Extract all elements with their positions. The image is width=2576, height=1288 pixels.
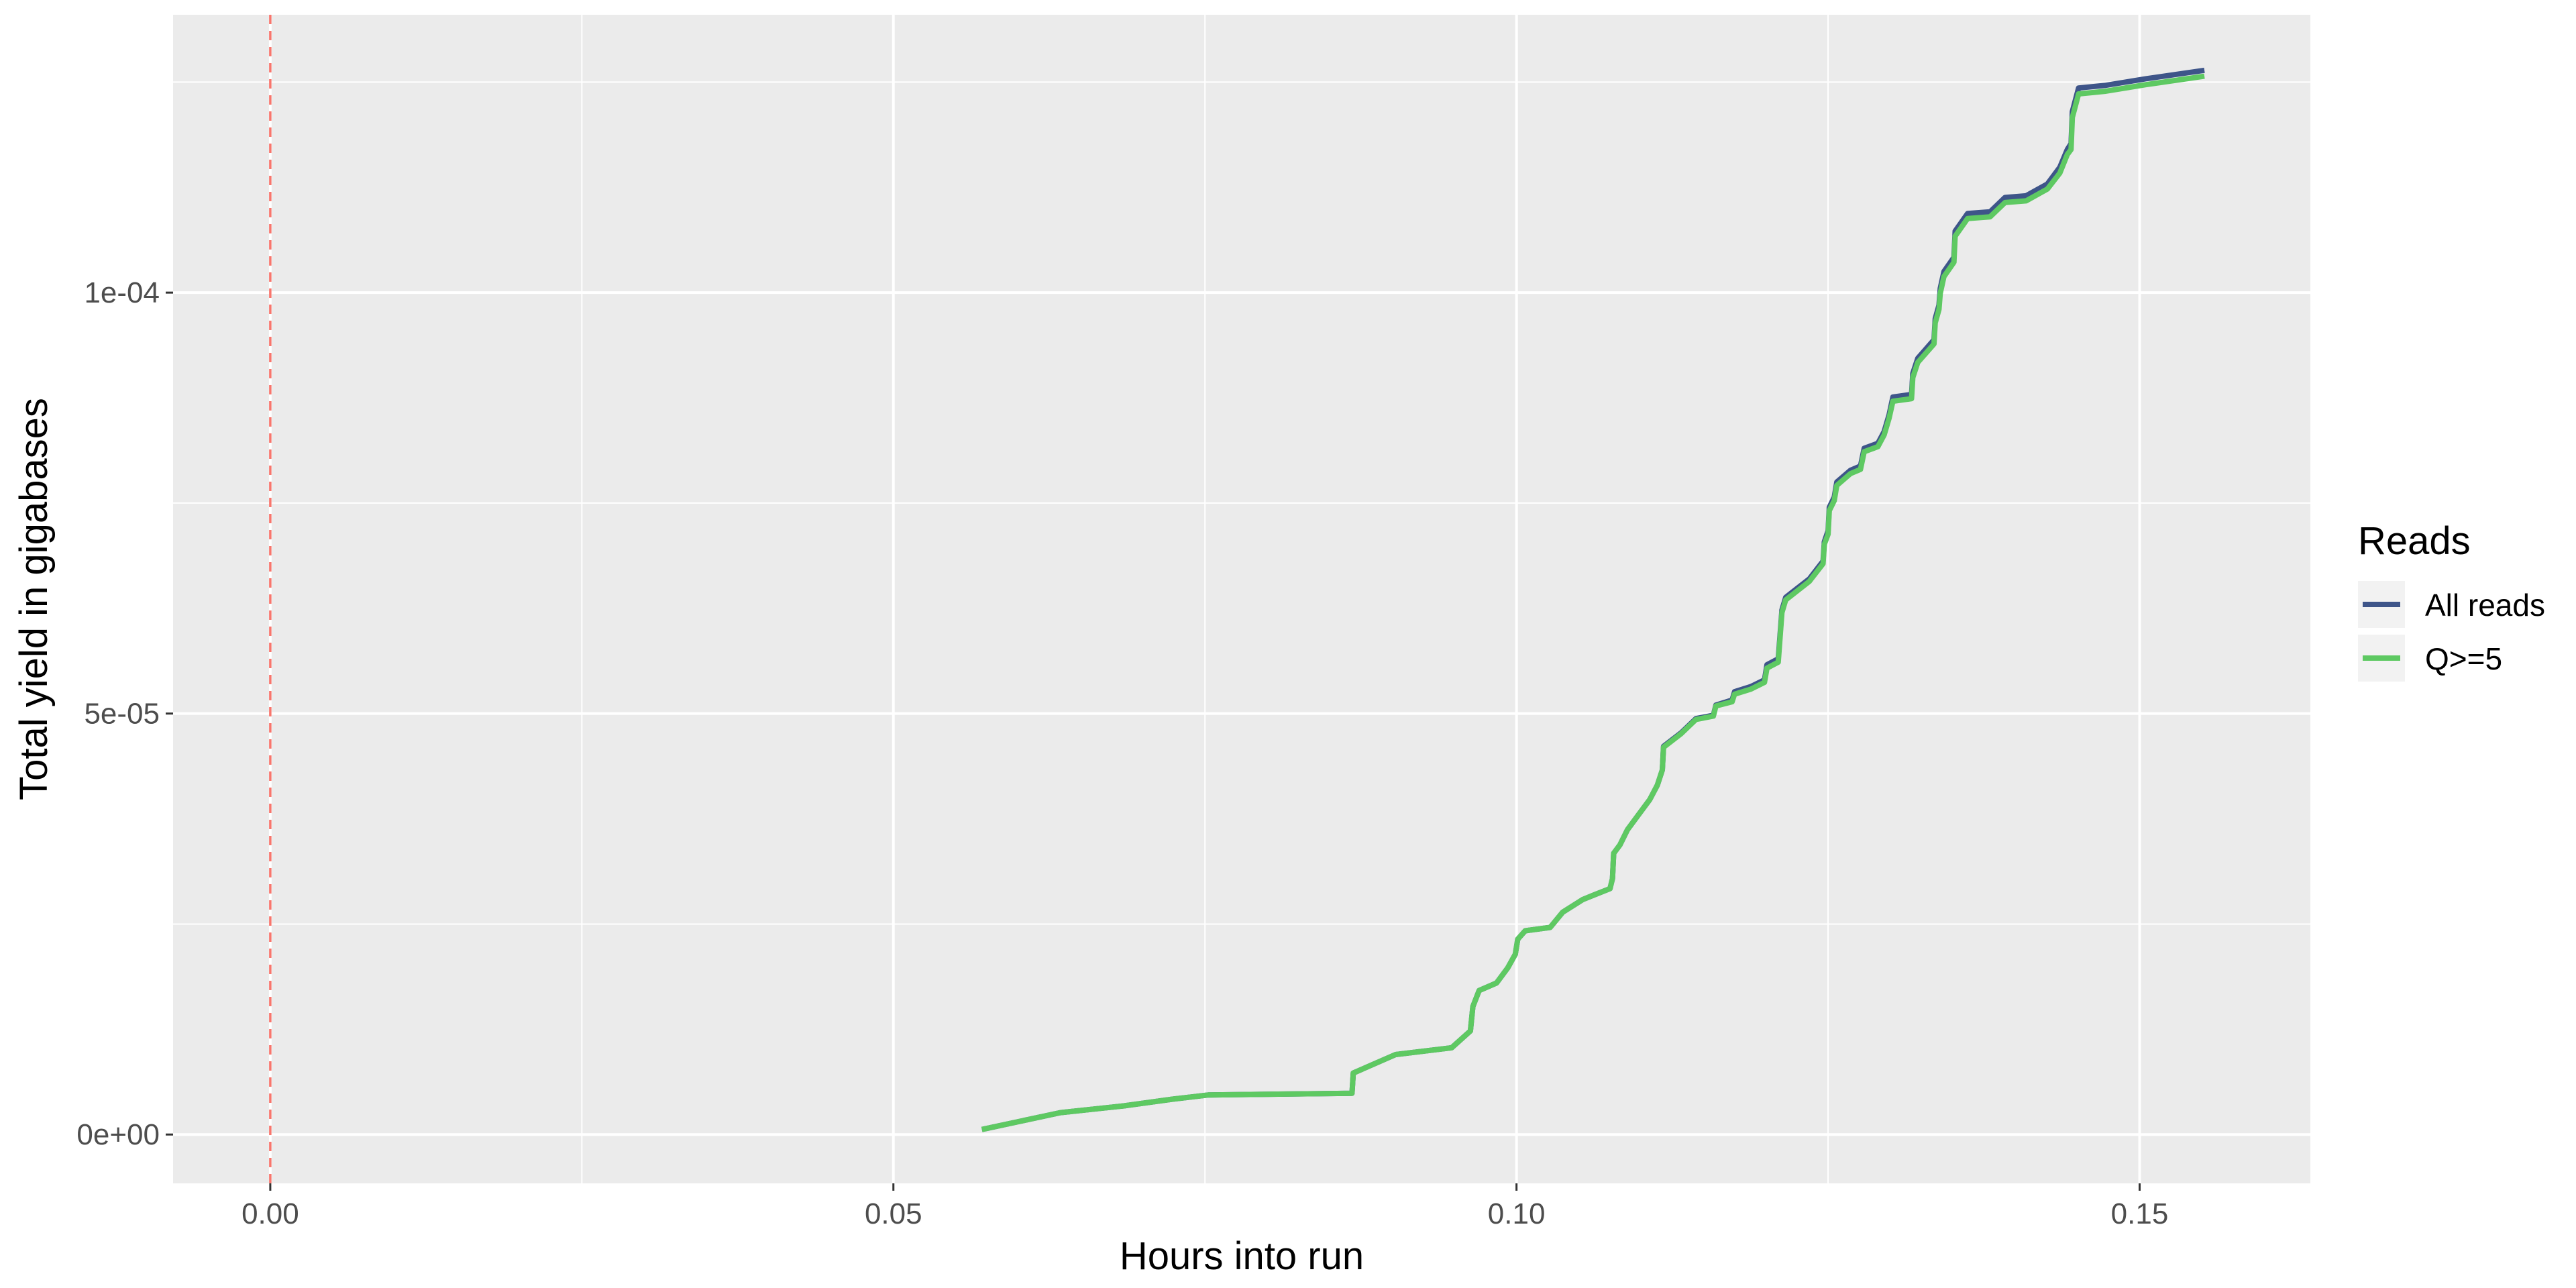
x-tick-label-1: 0.05 [865,1197,922,1230]
y-tick-label-2: 1e-04 [84,276,160,309]
legend-label-q5: Q>=5 [2425,641,2502,676]
legend: Reads All reads Q>=5 [2358,519,2545,682]
series-line-1 [981,73,2205,1132]
y-axis-title: Total yield in gigabases [12,398,56,800]
x-axis-title: Hours into run [1120,1234,1364,1278]
x-tick-label-2: 0.10 [1488,1197,1546,1230]
legend-label-all-reads: All reads [2425,588,2545,623]
x-axis-ticks: 0.00 0.05 0.10 0.15 [241,1183,2168,1230]
series-lines [981,67,2205,1132]
minor-gridlines [173,15,2310,1183]
x-tick-label-0: 0.00 [241,1197,299,1230]
y-tick-label-1: 5e-05 [84,698,160,731]
plot-panel [173,15,2310,1183]
legend-title: Reads [2358,519,2471,563]
y-tick-label-0: 0e+00 [76,1118,160,1151]
y-axis-ticks: 0e+00 5e-05 1e-04 [76,276,173,1151]
x-tick-label-3: 0.15 [2111,1197,2169,1230]
